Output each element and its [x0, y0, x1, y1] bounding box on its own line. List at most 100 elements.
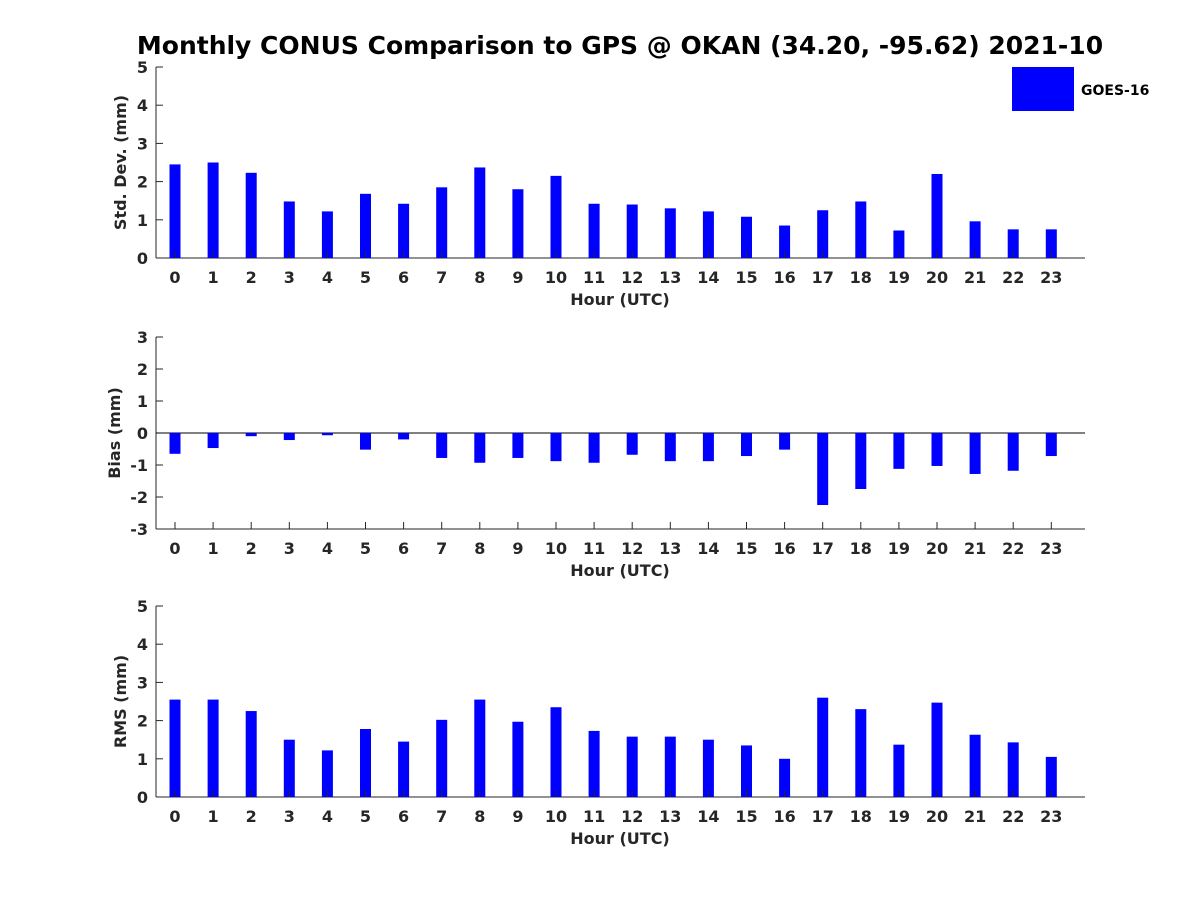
bias-x-tick-label: 15 — [735, 539, 757, 558]
std-dev-bar-hour-18 — [855, 201, 867, 258]
rms-x-tick-label: 10 — [545, 807, 567, 826]
std-dev-bar-hour-9 — [512, 189, 524, 258]
std-dev-bar-hour-21 — [969, 221, 981, 258]
bias-bar-hour-13 — [664, 433, 676, 462]
rms-x-tick-label: 19 — [888, 807, 910, 826]
bias-x-axis-label: Hour (UTC) — [570, 561, 670, 580]
rms-x-axis-label: Hour (UTC) — [570, 829, 670, 848]
bias-bar-hour-19 — [893, 433, 905, 469]
std-dev-bar-hour-4 — [321, 211, 333, 258]
bias-x-tick-label: 6 — [398, 539, 409, 558]
bias-bar-hour-21 — [969, 433, 981, 474]
std-dev-x-tick-label: 10 — [545, 268, 567, 287]
bias-y-axis-label: Bias (mm) — [105, 387, 124, 479]
std-dev-x-tick-label: 0 — [169, 268, 180, 287]
rms-x-tick-label: 13 — [659, 807, 681, 826]
bias-x-tick-label: 21 — [964, 539, 986, 558]
bias-y-tick-label: -3 — [130, 520, 148, 539]
rms-bar-hour-0 — [169, 699, 181, 797]
std-dev-x-axis-label: Hour (UTC) — [570, 290, 670, 309]
rms-y-tick-label: 2 — [137, 712, 148, 731]
rms-x-tick-label: 9 — [512, 807, 523, 826]
std-dev-bar-hour-3 — [283, 201, 295, 258]
std-dev-bar-hour-16 — [779, 225, 791, 258]
std-dev-x-tick-label: 20 — [926, 268, 948, 287]
bias-bar-hour-20 — [931, 433, 943, 466]
bias-bar-hour-0 — [169, 433, 181, 454]
rms-bar-hour-10 — [550, 707, 562, 797]
legend-label: GOES-16 — [1081, 83, 1149, 99]
std-dev-y-tick-label: 0 — [137, 249, 148, 268]
bias-x-tick-label: 19 — [888, 539, 910, 558]
rms-bar-hour-4 — [321, 750, 333, 797]
rms-y-tick-label: 0 — [137, 788, 148, 807]
std-dev-x-tick-label: 8 — [474, 268, 485, 287]
rms-x-tick-label: 16 — [773, 807, 795, 826]
bias-x-tick-label: 14 — [697, 539, 719, 558]
std-dev-bar-hour-10 — [550, 175, 562, 258]
bias-bar-hour-6 — [398, 433, 410, 440]
rms-bar-hour-13 — [664, 736, 676, 797]
rms-y-tick-label: 5 — [137, 597, 148, 616]
bias-x-tick-label: 2 — [246, 539, 257, 558]
bias-x-tick-label: 17 — [812, 539, 834, 558]
rms-x-tick-label: 12 — [621, 807, 643, 826]
rms-x-tick-label: 17 — [812, 807, 834, 826]
std-dev-bar-hour-11 — [588, 203, 600, 258]
std-dev-x-tick-label: 23 — [1040, 268, 1062, 287]
std-dev-bar-hour-2 — [245, 172, 257, 258]
rms-bar-hour-20 — [931, 702, 943, 797]
rms-bar-hour-22 — [1007, 742, 1019, 797]
legend-swatch — [1012, 67, 1074, 111]
bias-x-tick-label: 4 — [322, 539, 333, 558]
std-dev-x-tick-label: 3 — [284, 268, 295, 287]
rms-y-tick-label: 1 — [137, 750, 148, 769]
std-dev-bar-hour-15 — [741, 216, 752, 258]
bias-bar-hour-23 — [1045, 433, 1057, 457]
bias-x-tick-label: 0 — [169, 539, 180, 558]
rms-y-axis-label: RMS (mm) — [111, 655, 130, 748]
legend: GOES-16 — [1012, 67, 1149, 111]
std-dev-x-tick-label: 9 — [512, 268, 523, 287]
bias-x-tick-label: 1 — [208, 539, 219, 558]
std-dev-x-tick-label: 4 — [322, 268, 333, 287]
std-dev-x-tick-label: 6 — [398, 268, 409, 287]
std-dev-bar-hour-6 — [398, 203, 410, 258]
rms-x-tick-label: 14 — [697, 807, 719, 826]
bias-bar-hour-16 — [779, 433, 791, 450]
bias-bar-hour-17 — [817, 433, 829, 505]
bias-x-tick-label: 13 — [659, 539, 681, 558]
std-dev-bar-hour-17 — [817, 210, 829, 258]
bias-y-tick-label: 2 — [137, 360, 148, 379]
rms-bar-hour-14 — [702, 739, 714, 797]
std-dev-bar-hour-5 — [360, 193, 371, 258]
bias-x-tick-label: 7 — [436, 539, 447, 558]
std-dev-bar-hour-0 — [169, 164, 181, 258]
rms-x-tick-label: 7 — [436, 807, 447, 826]
std-dev-y-tick-label: 2 — [137, 173, 148, 192]
rms-bar-hour-9 — [512, 721, 524, 797]
rms-bar-hour-17 — [817, 697, 829, 797]
rms-bar-hour-1 — [207, 699, 219, 797]
bias-y-tick-label: 0 — [137, 424, 148, 443]
rms-bar-hour-19 — [893, 744, 905, 797]
bias-bar-hour-8 — [474, 433, 486, 463]
rms-bar-hour-12 — [626, 736, 638, 797]
rms-x-tick-label: 18 — [850, 807, 872, 826]
rms-x-tick-label: 3 — [284, 807, 295, 826]
bias-bar-hour-15 — [741, 433, 752, 457]
std-dev-y-tick-label: 4 — [137, 96, 148, 115]
bias-x-tick-label: 18 — [850, 539, 872, 558]
bias-bar-hour-7 — [436, 433, 448, 458]
std-dev-x-tick-label: 21 — [964, 268, 986, 287]
std-dev-x-tick-label: 16 — [773, 268, 795, 287]
rms-bar-hour-3 — [283, 739, 295, 797]
bias-y-tick-label: 3 — [137, 328, 148, 347]
rms-x-tick-label: 4 — [322, 807, 333, 826]
rms-x-tick-label: 20 — [926, 807, 948, 826]
bias-bar-hour-22 — [1007, 433, 1019, 471]
std-dev-bar-hour-22 — [1007, 229, 1019, 258]
std-dev-x-tick-label: 14 — [697, 268, 719, 287]
rms-x-tick-label: 5 — [360, 807, 371, 826]
